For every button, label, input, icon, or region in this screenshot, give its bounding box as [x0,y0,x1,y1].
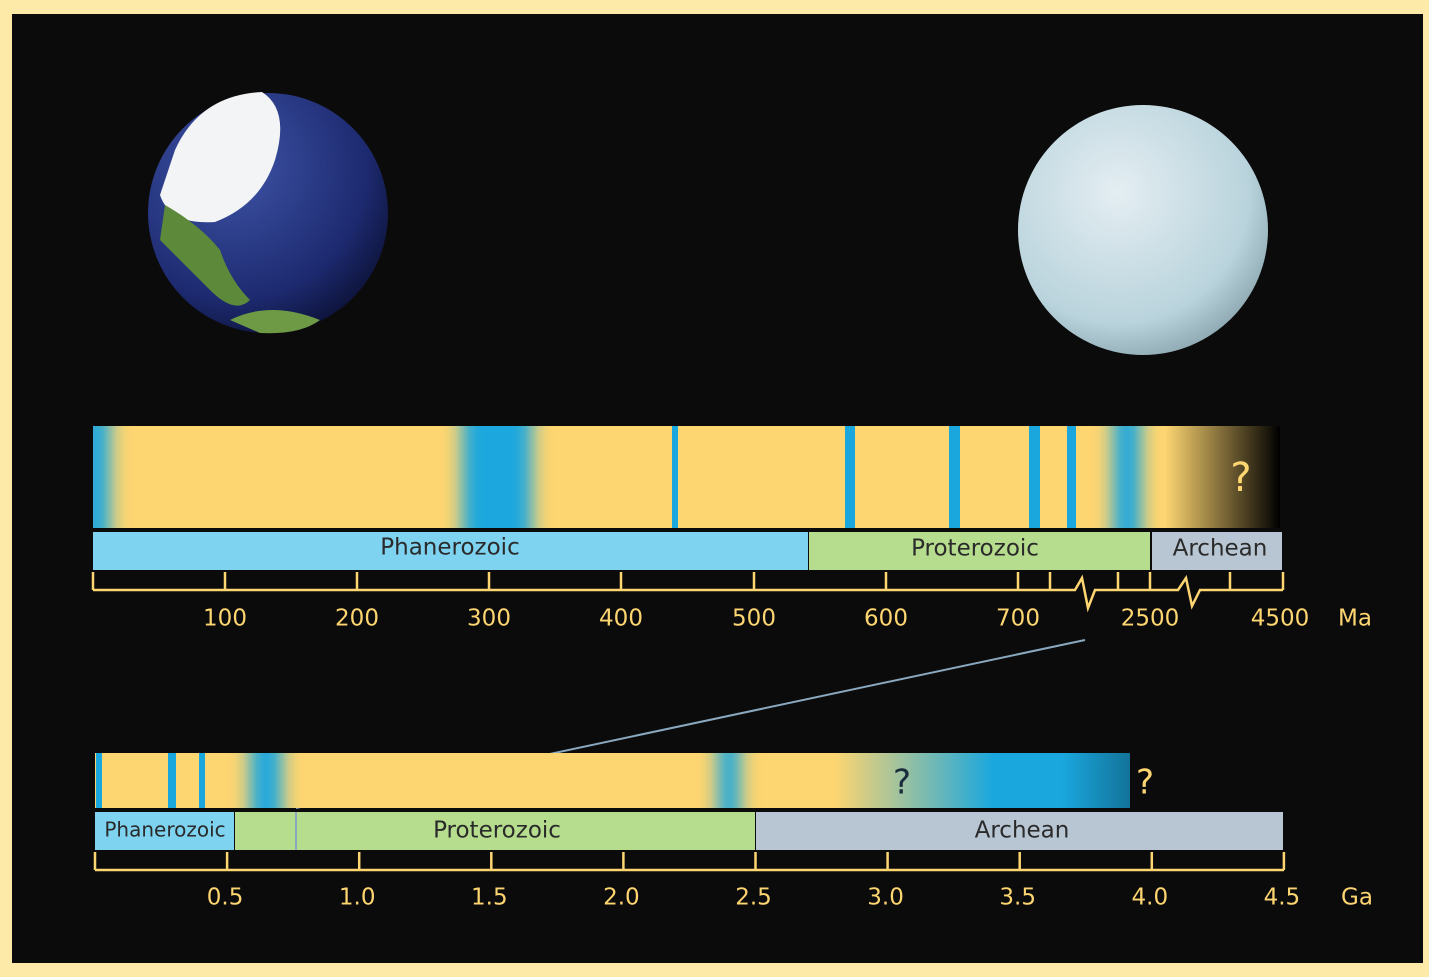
unit-label: Ma [1338,606,1372,632]
tick-label: 0.5 [207,885,244,911]
tick-label: 700 [996,606,1040,632]
tick-label: 600 [864,606,908,632]
tick-label: 200 [335,606,379,632]
tick-label: 2.5 [735,885,772,911]
eon-label: Archean [1173,536,1268,562]
tick-label: 2.0 [603,885,640,911]
bottom-climate-bar [95,753,1283,808]
question-mark: ? [893,763,911,803]
snowball-globe [1018,105,1268,355]
tick-label: 500 [732,606,776,632]
eon-label: Proterozoic [433,818,561,844]
tick-label: 300 [467,606,511,632]
tick-label: 1.0 [339,885,376,911]
tick-label: 4500 [1251,606,1310,632]
tick-label: 100 [203,606,247,632]
question-mark: ? [1230,455,1251,501]
tick-label: 3.0 [867,885,904,911]
page: {"top_timeline": {"eons": ["Phanerozoic"… [0,0,1429,977]
earth-globe [148,92,388,333]
eon-label: Archean [975,818,1070,844]
question-mark: ? [1136,763,1154,803]
eon-label: Phanerozoic [380,535,519,561]
figure: ? Phanerozoic Proterozoic Archean 100 200… [0,0,1429,977]
tick-label: 4.5 [1264,885,1301,911]
tick-label: 400 [599,606,643,632]
tick-label: 4.0 [1132,885,1169,911]
unit-label: Ga [1341,885,1373,911]
top-climate-bar [80,426,1280,528]
tick-label: 2500 [1121,606,1180,632]
tick-label: 3.5 [999,885,1036,911]
eon-label: Proterozoic [911,536,1039,562]
tick-label: 1.5 [471,885,508,911]
eon-label: Phanerozoic [104,818,225,842]
